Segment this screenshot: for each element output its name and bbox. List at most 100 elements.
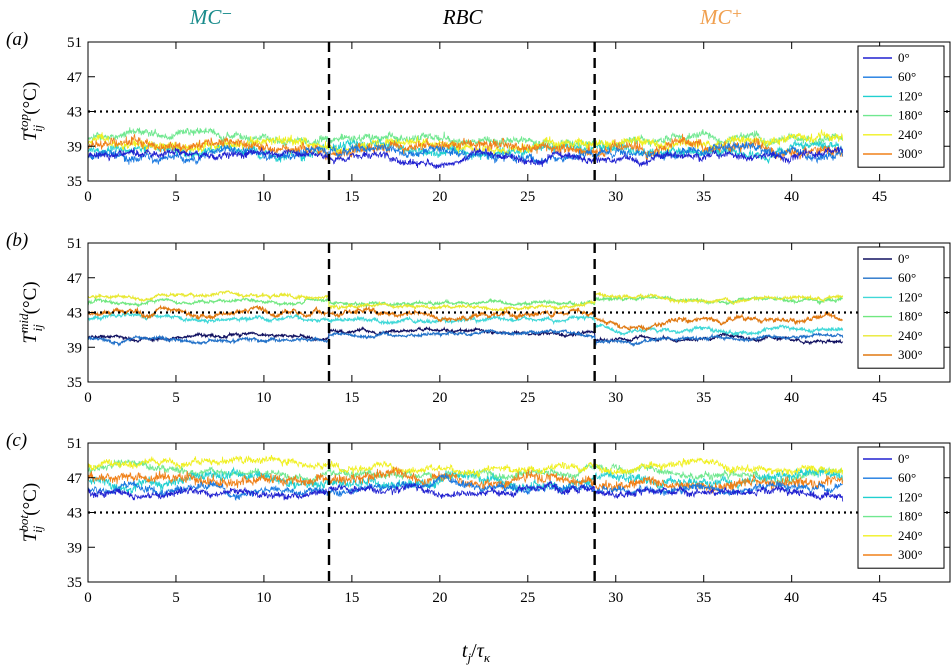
x-tick-label: 30 xyxy=(608,390,623,406)
x-label-tau-sub: κ xyxy=(484,650,491,665)
y-tick-label: 47 xyxy=(67,471,83,487)
series-line-1 xyxy=(88,473,843,502)
svg-text:tj/τκ: tj/τκ xyxy=(462,640,491,665)
x-tick-label: 10 xyxy=(256,390,271,406)
x-tick-label: 5 xyxy=(172,390,180,406)
x-tick-label: 35 xyxy=(696,189,711,205)
legend-entry: 60° xyxy=(898,470,916,485)
y-tick-label: 39 xyxy=(67,139,82,155)
legend-entry: 0° xyxy=(898,50,910,65)
y-tick-label: 51 xyxy=(67,436,82,452)
y-tick-label: 39 xyxy=(67,340,82,356)
series-group xyxy=(88,127,844,169)
regime-label-2: MC⁺ xyxy=(699,5,743,29)
y-tick-label: 51 xyxy=(67,35,82,51)
series-line-4 xyxy=(88,290,844,313)
legend-entry: 180° xyxy=(898,509,923,524)
series-line-4 xyxy=(88,454,844,479)
x-tick-label: 0 xyxy=(84,390,92,406)
y-tick-label: 43 xyxy=(67,306,82,322)
x-tick-label: 40 xyxy=(784,189,799,205)
legend-entry: 120° xyxy=(898,289,923,304)
legend: 0° 60° 120° 180° 240° 300° xyxy=(857,246,945,369)
legend-entry: 300° xyxy=(898,547,923,562)
y-tick-label: 43 xyxy=(67,506,82,522)
series-line-4 xyxy=(88,129,844,156)
legend-entry: 60° xyxy=(898,69,916,84)
x-tick-label: 10 xyxy=(256,189,271,205)
legend-entry: 0° xyxy=(898,451,910,466)
y-tick-label: 35 xyxy=(67,174,82,190)
legend-entry: 0° xyxy=(898,251,910,266)
y-axis-label: Tmidij(°C) xyxy=(16,281,45,343)
x-tick-label: 40 xyxy=(784,590,799,606)
y-tick-label: 51 xyxy=(67,236,82,252)
x-label-slash: / xyxy=(471,640,477,662)
x-tick-label: 30 xyxy=(608,189,623,205)
x-tick-label: 0 xyxy=(84,590,92,606)
y-axis-label: Ttopij(°C) xyxy=(16,82,45,141)
x-tick-label: 0 xyxy=(84,189,92,205)
legend: 0° 60° 120° 180° 240° 300° xyxy=(857,45,945,168)
legend-entry: 60° xyxy=(898,270,916,285)
y-tick-label: 35 xyxy=(67,375,82,391)
y-tick-label: 47 xyxy=(67,271,83,287)
y-tick-label: 43 xyxy=(67,105,82,121)
regime-label-0: MC⁻ xyxy=(189,5,233,29)
x-label-sub: j xyxy=(465,650,471,665)
series-line-0 xyxy=(88,479,844,502)
legend-entry: 180° xyxy=(898,108,923,123)
y-tick-label: 35 xyxy=(67,575,82,591)
x-tick-label: 15 xyxy=(344,390,359,406)
series-group xyxy=(88,290,844,348)
x-tick-label: 45 xyxy=(872,390,887,406)
y-tick-label: 47 xyxy=(67,70,83,86)
legend-entry: 240° xyxy=(898,127,923,142)
x-tick-label: 40 xyxy=(784,390,799,406)
series-line-0 xyxy=(88,146,844,169)
x-axis-label: tj/τκ xyxy=(462,640,491,665)
legend-entry: 240° xyxy=(898,328,923,343)
x-tick-label: 30 xyxy=(608,590,623,606)
x-tick-label: 5 xyxy=(172,590,180,606)
x-tick-label: 35 xyxy=(696,590,711,606)
legend-entry: 120° xyxy=(898,489,923,504)
x-tick-label: 35 xyxy=(696,390,711,406)
x-tick-label: 20 xyxy=(432,189,447,205)
panel-label: (b) xyxy=(6,230,28,251)
legend-entry: 240° xyxy=(898,528,923,543)
x-tick-label: 10 xyxy=(256,590,271,606)
legend-entry: 300° xyxy=(898,347,923,362)
y-axis-label: Tbotij(°C) xyxy=(16,483,45,542)
series-group xyxy=(88,454,844,502)
series-line-1 xyxy=(88,328,844,348)
y-tick-label: 39 xyxy=(67,540,82,556)
x-tick-label: 25 xyxy=(520,390,535,406)
series-line-5 xyxy=(88,304,843,332)
x-tick-label: 25 xyxy=(520,189,535,205)
regime-labels: MC⁻ RBC MC⁺ xyxy=(189,5,743,29)
legend-entry: 180° xyxy=(898,309,923,324)
panel-label: (a) xyxy=(6,29,28,50)
legend: 0° 60° 120° 180° 240° 300° xyxy=(857,446,945,569)
series-line-5 xyxy=(88,465,844,494)
x-tick-label: 5 xyxy=(172,189,180,205)
legend-entry: 120° xyxy=(898,88,923,103)
x-tick-label: 45 xyxy=(872,189,887,205)
x-tick-label: 25 xyxy=(520,590,535,606)
x-label-main: t xyxy=(462,640,468,662)
legend-entry: 300° xyxy=(898,146,923,161)
x-label-tau: τ xyxy=(477,640,485,662)
regime-label-1: RBC xyxy=(442,5,484,29)
x-tick-label: 15 xyxy=(344,590,359,606)
x-tick-label: 45 xyxy=(872,590,887,606)
x-tick-label: 20 xyxy=(432,390,447,406)
x-tick-label: 15 xyxy=(344,189,359,205)
x-tick-label: 20 xyxy=(432,590,447,606)
panel-label: (c) xyxy=(6,430,27,451)
series-line-1 xyxy=(88,140,844,165)
